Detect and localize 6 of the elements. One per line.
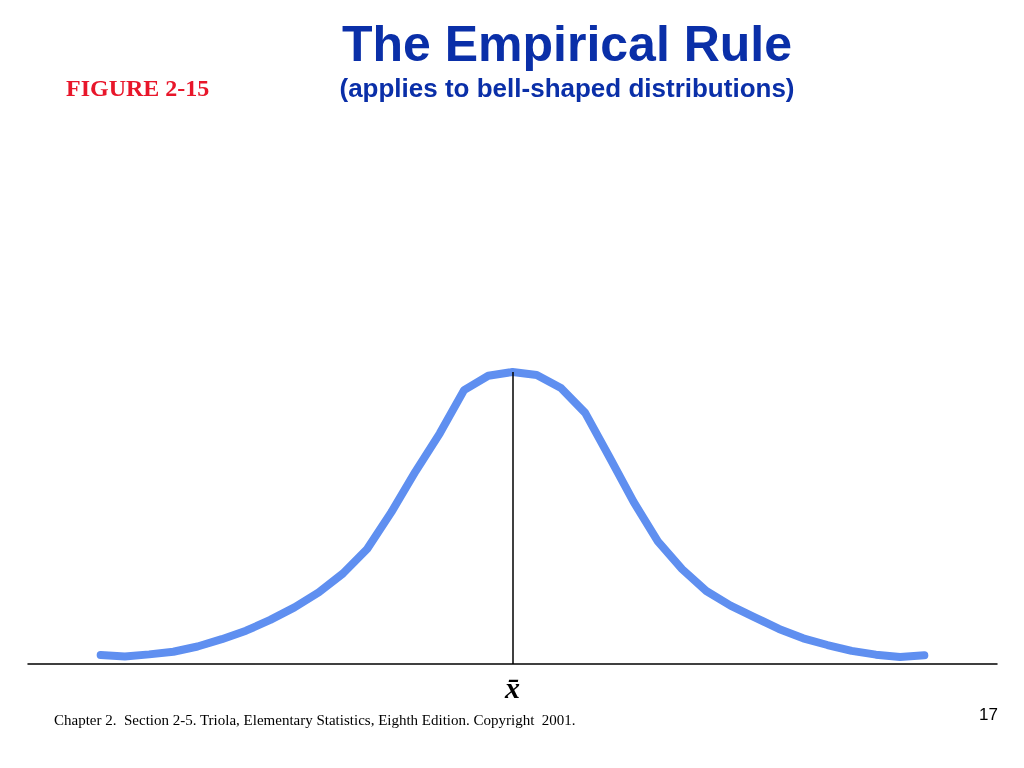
caption: FIGURE 2-15: [66, 75, 210, 101]
text: Chapter 2. Section 2-5. Triola, Elementary Statistics, Eighth Edition. Copyright 2001.: [54, 711, 576, 728]
chart-title: The Empirical Rule: [341, 16, 793, 72]
text: x̄: [505, 670, 520, 704]
text: 17: [979, 705, 999, 724]
chart-subtitle: (applies to bell-shaped distributions): [339, 73, 795, 103]
